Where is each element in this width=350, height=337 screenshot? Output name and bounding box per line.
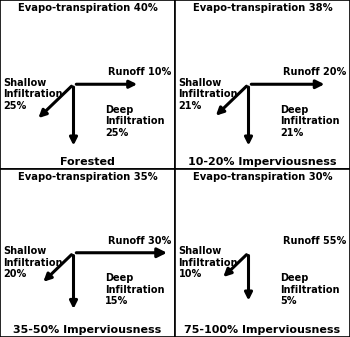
Text: Shallow
Infiltration
10%: Shallow Infiltration 10% xyxy=(178,246,238,279)
Text: Runoff 20%: Runoff 20% xyxy=(283,67,346,78)
Text: Forested: Forested xyxy=(60,157,115,167)
Text: Evapo-transpiration 30%: Evapo-transpiration 30% xyxy=(193,172,332,182)
Text: Evapo-transpiration 35%: Evapo-transpiration 35% xyxy=(18,172,158,182)
Text: 75-100% Imperviousness: 75-100% Imperviousness xyxy=(184,325,341,335)
Text: Shallow
Infiltration
20%: Shallow Infiltration 20% xyxy=(4,246,63,279)
Text: 10-20% Imperviousness: 10-20% Imperviousness xyxy=(188,157,337,167)
Text: Evapo-transpiration 40%: Evapo-transpiration 40% xyxy=(18,3,158,13)
Text: Deep
Infiltration
15%: Deep Infiltration 15% xyxy=(105,273,164,306)
Text: 35-50% Imperviousness: 35-50% Imperviousness xyxy=(13,325,162,335)
Text: Runoff 55%: Runoff 55% xyxy=(283,236,346,246)
Text: Deep
Infiltration
5%: Deep Infiltration 5% xyxy=(280,273,340,306)
Text: Shallow
Infiltration
21%: Shallow Infiltration 21% xyxy=(178,78,238,111)
Text: Runoff 10%: Runoff 10% xyxy=(108,67,172,78)
Text: Deep
Infiltration
25%: Deep Infiltration 25% xyxy=(105,105,164,138)
Text: Evapo-transpiration 38%: Evapo-transpiration 38% xyxy=(193,3,332,13)
Text: Runoff 30%: Runoff 30% xyxy=(108,236,172,246)
Text: Shallow
Infiltration
25%: Shallow Infiltration 25% xyxy=(4,78,63,111)
Text: Deep
Infiltration
21%: Deep Infiltration 21% xyxy=(280,105,340,138)
